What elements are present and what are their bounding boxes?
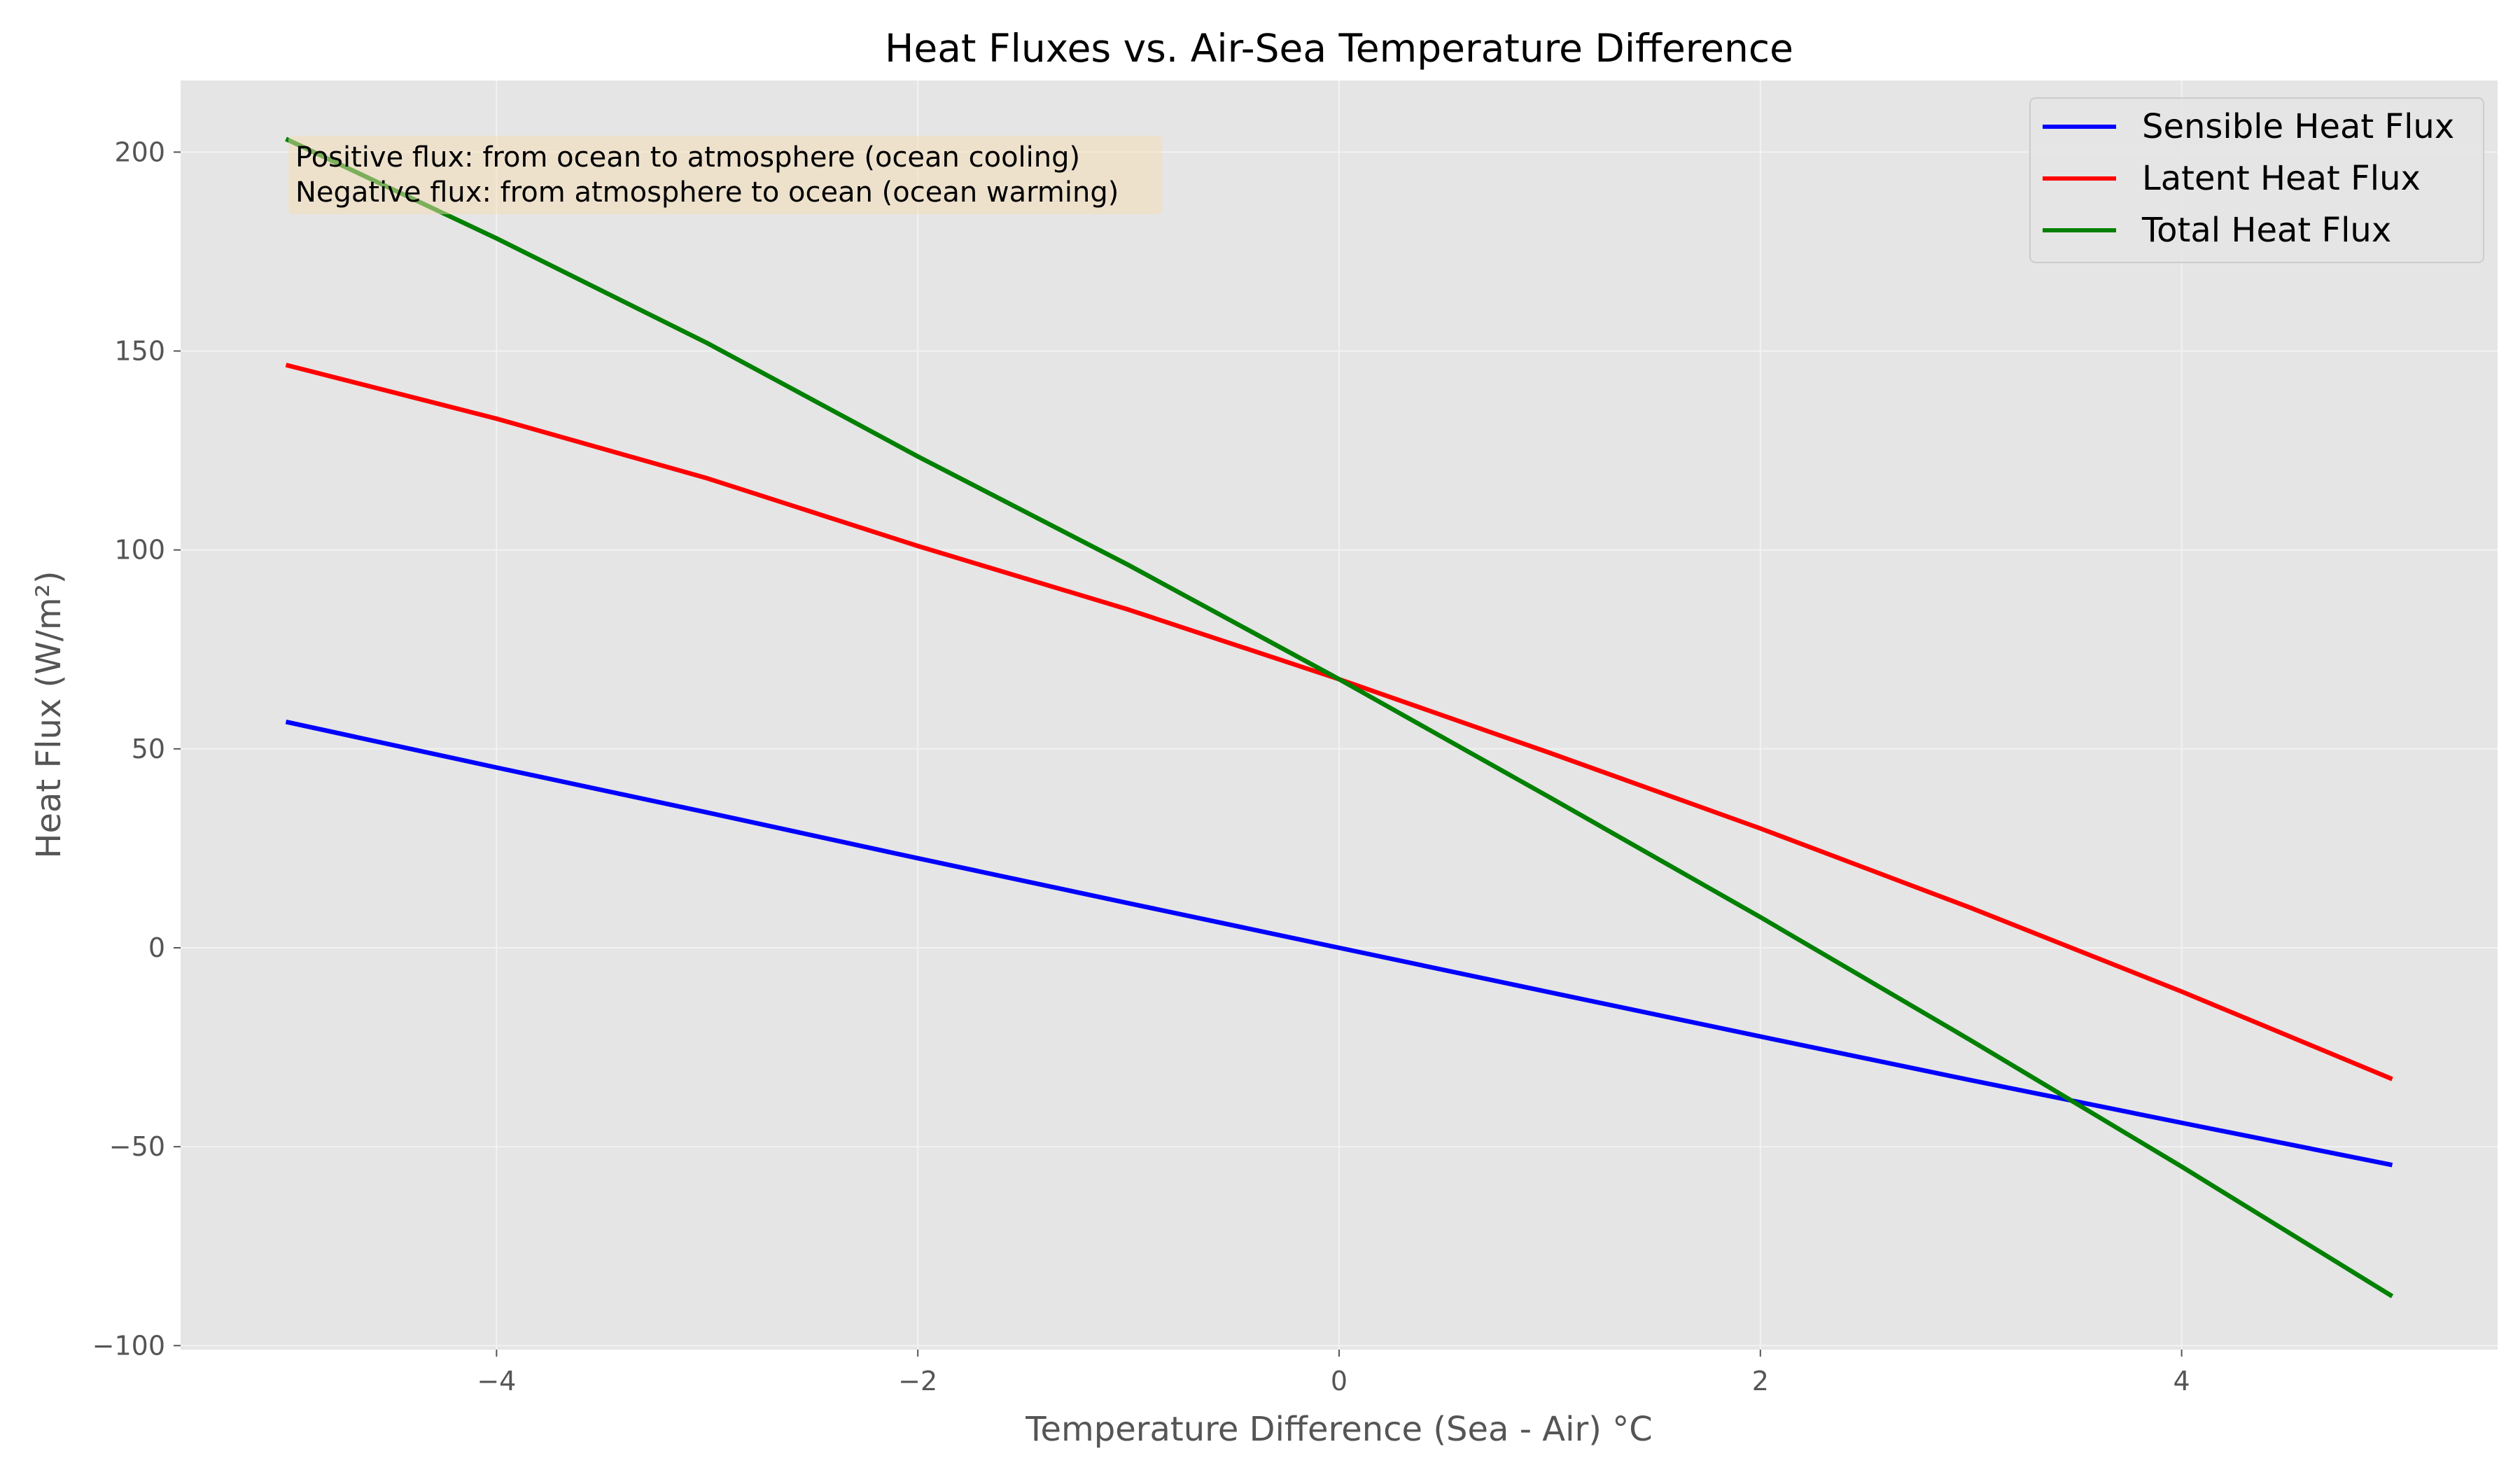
y-tick-label: −100 xyxy=(92,1330,165,1361)
annotation-line-negative: Negative flux: from atmosphere to ocean … xyxy=(295,176,1119,209)
x-tick-label: −2 xyxy=(898,1366,937,1396)
legend-label-sensible: Sensible Heat Flux xyxy=(2142,107,2454,146)
y-tick-label: 150 xyxy=(114,335,165,366)
y-tick-label: −50 xyxy=(109,1131,165,1162)
annotation-box: Positive flux: from ocean to atmosphere … xyxy=(288,136,1162,214)
sensible-heat-flux-line xyxy=(285,720,2393,1168)
y-tick-label: 100 xyxy=(114,535,165,566)
total-heat-flux-line xyxy=(285,136,2394,1298)
y-tick-label: 0 xyxy=(148,932,165,963)
y-axis-label: Heat Flux (W/m²) xyxy=(29,570,69,858)
legend: Sensible Heat Flux Latent Heat Flux Tota… xyxy=(2029,97,2484,263)
x-axis-label: Temperature Difference (Sea - Air) °C xyxy=(1025,1410,1652,1449)
y-tick-label: 200 xyxy=(114,136,165,167)
x-tick-label: −4 xyxy=(477,1366,516,1396)
x-tick-label: 2 xyxy=(1752,1366,1769,1396)
legend-label-latent: Latent Heat Flux xyxy=(2142,159,2421,198)
legend-label-total: Total Heat Flux xyxy=(2141,211,2391,250)
legend-frame xyxy=(2029,97,2484,263)
series-lines xyxy=(285,136,2394,1298)
annotation-line-positive: Positive flux: from ocean to atmosphere … xyxy=(295,141,1080,174)
chart-title: Heat Fluxes vs. Air-Sea Temperature Diff… xyxy=(885,26,1793,71)
ticks: −4 −2 0 2 4 −100 −50 0 50 100 150 200 xyxy=(92,136,2190,1396)
annotation-background xyxy=(288,136,1162,214)
x-tick-label: 4 xyxy=(2174,1366,2190,1396)
y-tick-label: 50 xyxy=(132,734,165,764)
x-tick-label: 0 xyxy=(1331,1366,1348,1396)
